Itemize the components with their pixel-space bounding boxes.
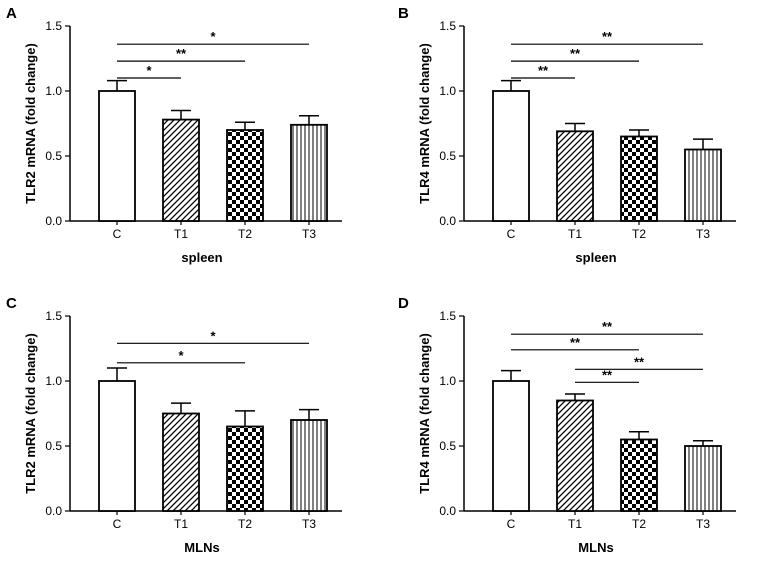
significance-label: * (210, 328, 216, 343)
bar-t2 (226, 425, 264, 512)
bar-t3 (684, 148, 722, 222)
bar-t1 (162, 412, 200, 512)
significance-label: * (146, 63, 152, 78)
x-tick-label: T2 (238, 227, 252, 241)
significance-label: ** (602, 367, 613, 382)
x-axis-title: spleen (575, 250, 616, 265)
significance-label: ** (602, 29, 613, 44)
x-tick-label: T3 (696, 227, 710, 241)
panel-b: B 0.0 0.5 1.0 1.5 TLR4 mRNA (fold change) C T1 T… (398, 5, 736, 265)
panel-letter: A (6, 5, 17, 22)
bar-t3 (684, 445, 722, 512)
bar-c (98, 90, 136, 222)
panel-a: A 0.0 0.5 1.0 1.5 TLR2 mRNA (fold change) C T1 T… (6, 5, 342, 265)
y-tick-label: 1.5 (439, 19, 456, 33)
y-tick-label: 1.5 (439, 309, 456, 323)
bar-t3 (290, 419, 328, 512)
bar-t2 (620, 438, 658, 512)
bar-t1 (556, 130, 594, 222)
significance-label: ** (634, 354, 645, 369)
bar-c (492, 90, 530, 222)
x-axis-title: MLNs (184, 540, 219, 555)
panel-d: D 0.0 0.5 1.0 1.5 TLR4 mRNA (fold change) C T1 T… (398, 295, 736, 555)
y-tick-label: 0.5 (439, 439, 456, 453)
panel-letter: C (6, 295, 17, 312)
y-tick-label: 0.5 (45, 439, 62, 453)
x-tick-label: C (113, 517, 122, 531)
x-axis-title: MLNs (578, 540, 613, 555)
x-tick-label: T2 (632, 227, 646, 241)
y-tick-label: 0.0 (439, 214, 456, 228)
y-tick-label: 1.0 (439, 84, 456, 98)
panel-letter: B (398, 5, 409, 22)
y-axis-title: TLR4 mRNA (fold change) (417, 43, 432, 204)
significance-label: * (210, 29, 216, 44)
x-tick-label: C (507, 227, 516, 241)
x-tick-label: T1 (174, 227, 188, 241)
y-tick-label: 0.0 (45, 214, 62, 228)
x-tick-label: C (113, 227, 122, 241)
x-tick-label: T1 (568, 517, 582, 531)
y-tick-label: 1.5 (45, 309, 62, 323)
bar-t3 (290, 123, 328, 222)
bar-t1 (162, 118, 200, 222)
significance-label: ** (538, 63, 549, 78)
bar-t2 (226, 129, 264, 222)
y-tick-label: 1.0 (439, 374, 456, 388)
x-tick-label: T3 (302, 517, 316, 531)
y-tick-label: 0.0 (45, 504, 62, 518)
significance-label: ** (176, 46, 187, 61)
significance-label: ** (570, 335, 581, 350)
y-axis-title: TLR2 mRNA (fold change) (23, 43, 38, 204)
y-tick-label: 1.0 (45, 374, 62, 388)
y-axis-title: TLR2 mRNA (fold change) (23, 333, 38, 494)
bar-t2 (620, 135, 658, 222)
x-tick-label: T3 (696, 517, 710, 531)
bar-t1 (556, 399, 594, 512)
y-tick-label: 1.0 (45, 84, 62, 98)
significance-label: ** (602, 319, 613, 334)
y-axis-title: TLR4 mRNA (fold change) (417, 333, 432, 494)
panel-letter: D (398, 295, 409, 312)
panel-c: C 0.0 0.5 1.0 1.5 TLR2 mRNA (fold change) C T1 T… (6, 295, 342, 555)
y-tick-label: 1.5 (45, 19, 62, 33)
x-tick-label: T2 (238, 517, 252, 531)
significance-label: ** (570, 46, 581, 61)
significance-label: * (178, 348, 184, 363)
bar-c (98, 380, 136, 512)
x-tick-label: C (507, 517, 516, 531)
y-tick-label: 0.5 (45, 149, 62, 163)
x-tick-label: T1 (568, 227, 582, 241)
y-tick-label: 0.5 (439, 149, 456, 163)
x-axis-title: spleen (181, 250, 222, 265)
x-tick-label: T3 (302, 227, 316, 241)
bar-c (492, 380, 530, 512)
x-tick-label: T1 (174, 517, 188, 531)
y-tick-label: 0.0 (439, 504, 456, 518)
x-tick-label: T2 (632, 517, 646, 531)
